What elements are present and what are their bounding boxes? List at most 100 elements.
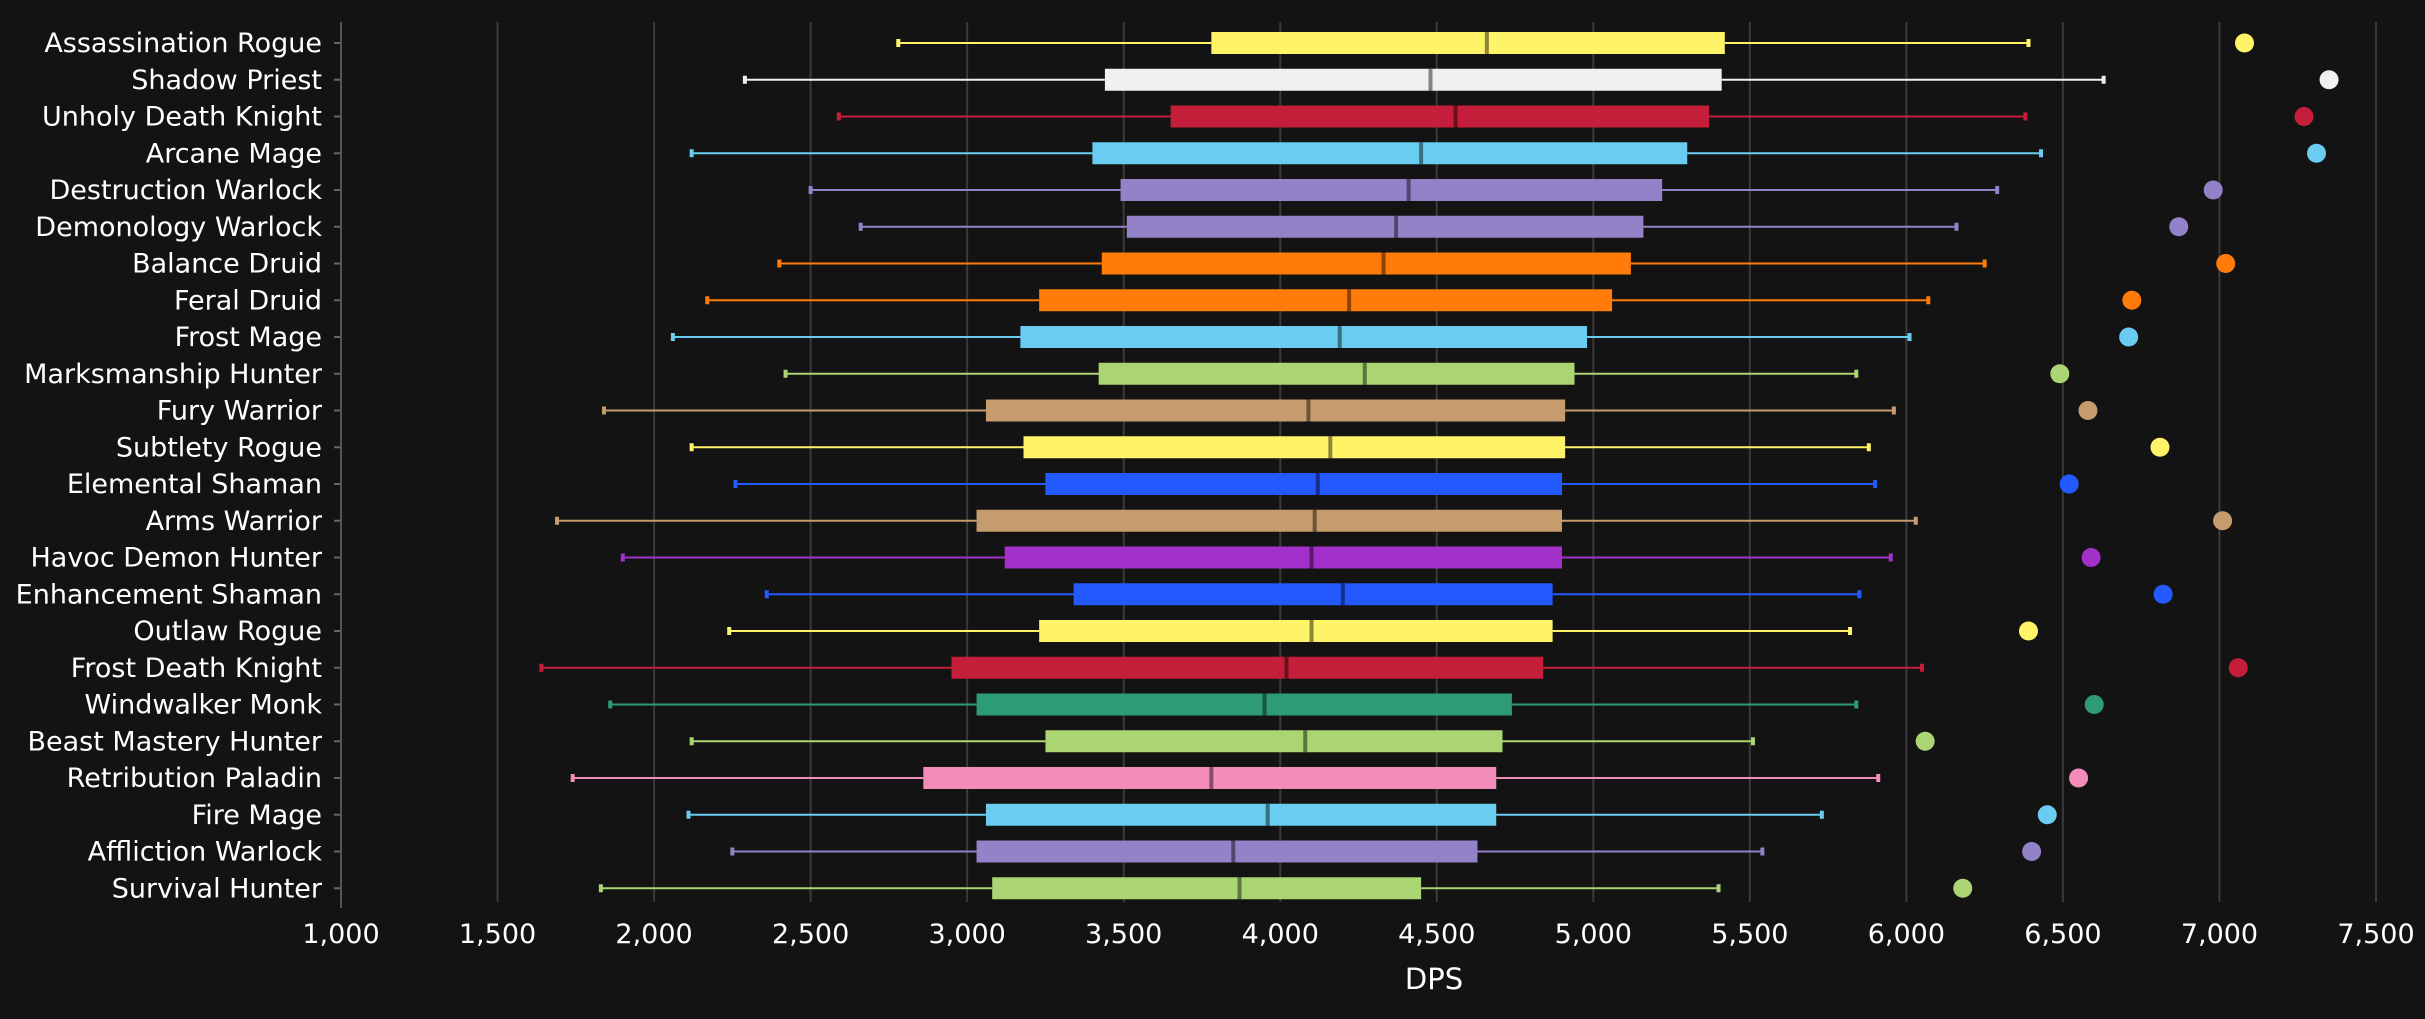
box-row: [686, 803, 1824, 826]
outlier-point: [2169, 217, 2189, 237]
outlier-point: [2213, 511, 2233, 531]
box-row: [601, 399, 1896, 422]
iqr-box: [951, 656, 1544, 679]
category-label: Beast Mastery Hunter: [27, 726, 322, 757]
box-row: [783, 362, 1859, 385]
box-row: [733, 473, 1878, 495]
x-tick-label: 3,000: [929, 919, 1006, 950]
outlier-point: [2084, 695, 2104, 714]
outlier-point: [2216, 254, 2236, 273]
outlier-point: [1953, 878, 1973, 898]
box-row: [689, 436, 1871, 459]
category-label: Frost Mage: [175, 322, 322, 353]
category-label: Arms Warrior: [146, 506, 323, 537]
category-label: Fury Warrior: [157, 396, 323, 427]
iqr-box: [1104, 68, 1722, 91]
iqr-box: [1039, 620, 1553, 642]
outlier-point: [2203, 180, 2223, 200]
whisker-cap-min: [727, 627, 732, 635]
whisker-cap-max: [1907, 333, 1912, 341]
whisker-cap-max: [1857, 590, 1862, 599]
whisker-cap-min: [555, 516, 560, 525]
whisker-cap-min: [601, 406, 606, 415]
iqr-box: [1045, 730, 1503, 753]
x-tick-label: 1,000: [302, 919, 379, 950]
iqr-box: [1120, 179, 1663, 201]
whisker-cap-min: [896, 39, 901, 47]
iqr-box: [1045, 473, 1562, 495]
category-label: Unholy Death Knight: [42, 102, 322, 133]
outlier-point: [2059, 474, 2079, 494]
whisker-cap-max: [1854, 700, 1859, 709]
whisker-cap-min: [608, 700, 613, 709]
iqr-box: [976, 509, 1562, 532]
category-label: Feral Druid: [174, 285, 322, 316]
outlier-point: [2228, 658, 2248, 678]
whisker-cap-max: [1873, 480, 1878, 488]
x-tick-label: 6,500: [2024, 919, 2101, 950]
box-row: [570, 767, 1881, 789]
category-label: Subtlety Rogue: [116, 432, 322, 463]
category-label: Frost Death Knight: [71, 653, 322, 684]
iqr-box: [1073, 583, 1553, 606]
category-label: Destruction Warlock: [49, 175, 322, 206]
whisker-cap-max: [1926, 296, 1931, 305]
whisker-cap-max: [1848, 627, 1853, 635]
iqr-box: [1101, 252, 1631, 275]
whisker-cap-min: [705, 296, 710, 305]
whisker-cap-max: [1954, 222, 1959, 231]
box-row: [598, 877, 1721, 900]
outlier-point: [2235, 33, 2255, 53]
whisker-cap-max: [1982, 259, 1987, 268]
whisker-cap-min: [539, 663, 544, 672]
category-label: Marksmanship Hunter: [24, 359, 323, 390]
iqr-box: [985, 399, 1566, 422]
x-tick-label: 3,500: [1085, 919, 1162, 950]
category-label: Shadow Priest: [131, 65, 322, 96]
whisker-cap-min: [689, 149, 694, 158]
whisker-cap-min: [733, 480, 738, 488]
outlier-point: [2069, 768, 2089, 788]
whisker-cap-max: [2039, 149, 2044, 158]
category-label: Retribution Paladin: [67, 763, 322, 794]
x-axis-title: DPS: [1405, 962, 1463, 996]
category-label: Havoc Demon Hunter: [30, 543, 322, 574]
category-label: Outlaw Rogue: [133, 616, 322, 647]
category-label: Arcane Mage: [146, 138, 322, 169]
whisker-cap-max: [1750, 737, 1755, 746]
outlier-point: [2050, 364, 2070, 384]
whisker-cap-max: [1913, 516, 1918, 525]
box-row: [764, 583, 1862, 606]
outlier-point: [2307, 143, 2327, 163]
whisker-cap-min: [620, 553, 625, 562]
box-row: [742, 68, 2106, 91]
whisker-cap-min: [670, 333, 675, 341]
x-tick-label: 2,000: [615, 919, 692, 950]
whisker-cap-min: [686, 810, 691, 819]
iqr-box: [1039, 289, 1613, 312]
box-row: [730, 840, 1765, 863]
category-label: Assassination Rogue: [44, 28, 322, 59]
x-tick-label: 1,500: [459, 919, 536, 950]
whisker-cap-min: [598, 884, 603, 893]
outlier-point: [2153, 584, 2173, 604]
outlier-point: [2122, 290, 2142, 310]
whisker-cap-min: [783, 369, 788, 378]
outlier-point: [2018, 621, 2038, 641]
whisker-cap-max: [1819, 810, 1824, 819]
whisker-cap-min: [808, 186, 813, 194]
category-label: Windwalker Monk: [84, 690, 322, 721]
iqr-box: [1004, 546, 1562, 569]
iqr-box: [1211, 32, 1725, 54]
whisker-cap-max: [1854, 369, 1859, 378]
box-series: [539, 32, 2106, 900]
box-row: [620, 546, 1893, 569]
whisker-cap-max: [1995, 186, 2000, 194]
whisker-cap-max: [1891, 406, 1896, 415]
box-row: [836, 105, 2028, 128]
outlier-point: [2078, 401, 2098, 420]
outlier-point: [2081, 548, 2101, 567]
outlier-point: [2022, 842, 2042, 861]
category-label: Enhancement Shaman: [16, 579, 322, 610]
whisker-cap-max: [2101, 75, 2106, 84]
